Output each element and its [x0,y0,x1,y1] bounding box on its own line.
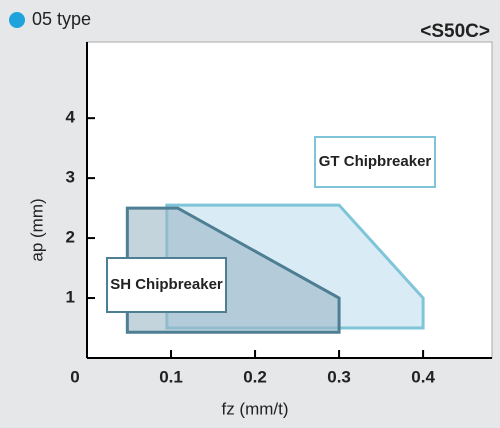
x-tick-label: 0.3 [327,367,351,386]
y-tick-label: 3 [66,168,75,187]
x-axis-label: fz (mm/t) [221,399,288,418]
x-tick-label: 0.4 [411,367,435,386]
title-dot [9,12,25,28]
y-axis-label: ap (mm) [27,198,46,261]
y-tick-label: 4 [66,108,76,127]
annotation-box [106,257,227,313]
x-tick-label: 0.1 [159,367,183,386]
material: <S50C> [420,21,490,42]
annotation-box [314,136,436,188]
chart-title: 05 type [32,9,91,29]
legend-label: SH Chipbreaker [110,276,223,293]
y-tick-label: 2 [66,228,75,247]
legend-label: GT Chipbreaker [319,153,432,170]
y-tick-label: 1 [66,288,75,307]
x-tick-label: 0.2 [243,367,267,386]
x-tick-label: 0 [70,367,79,386]
